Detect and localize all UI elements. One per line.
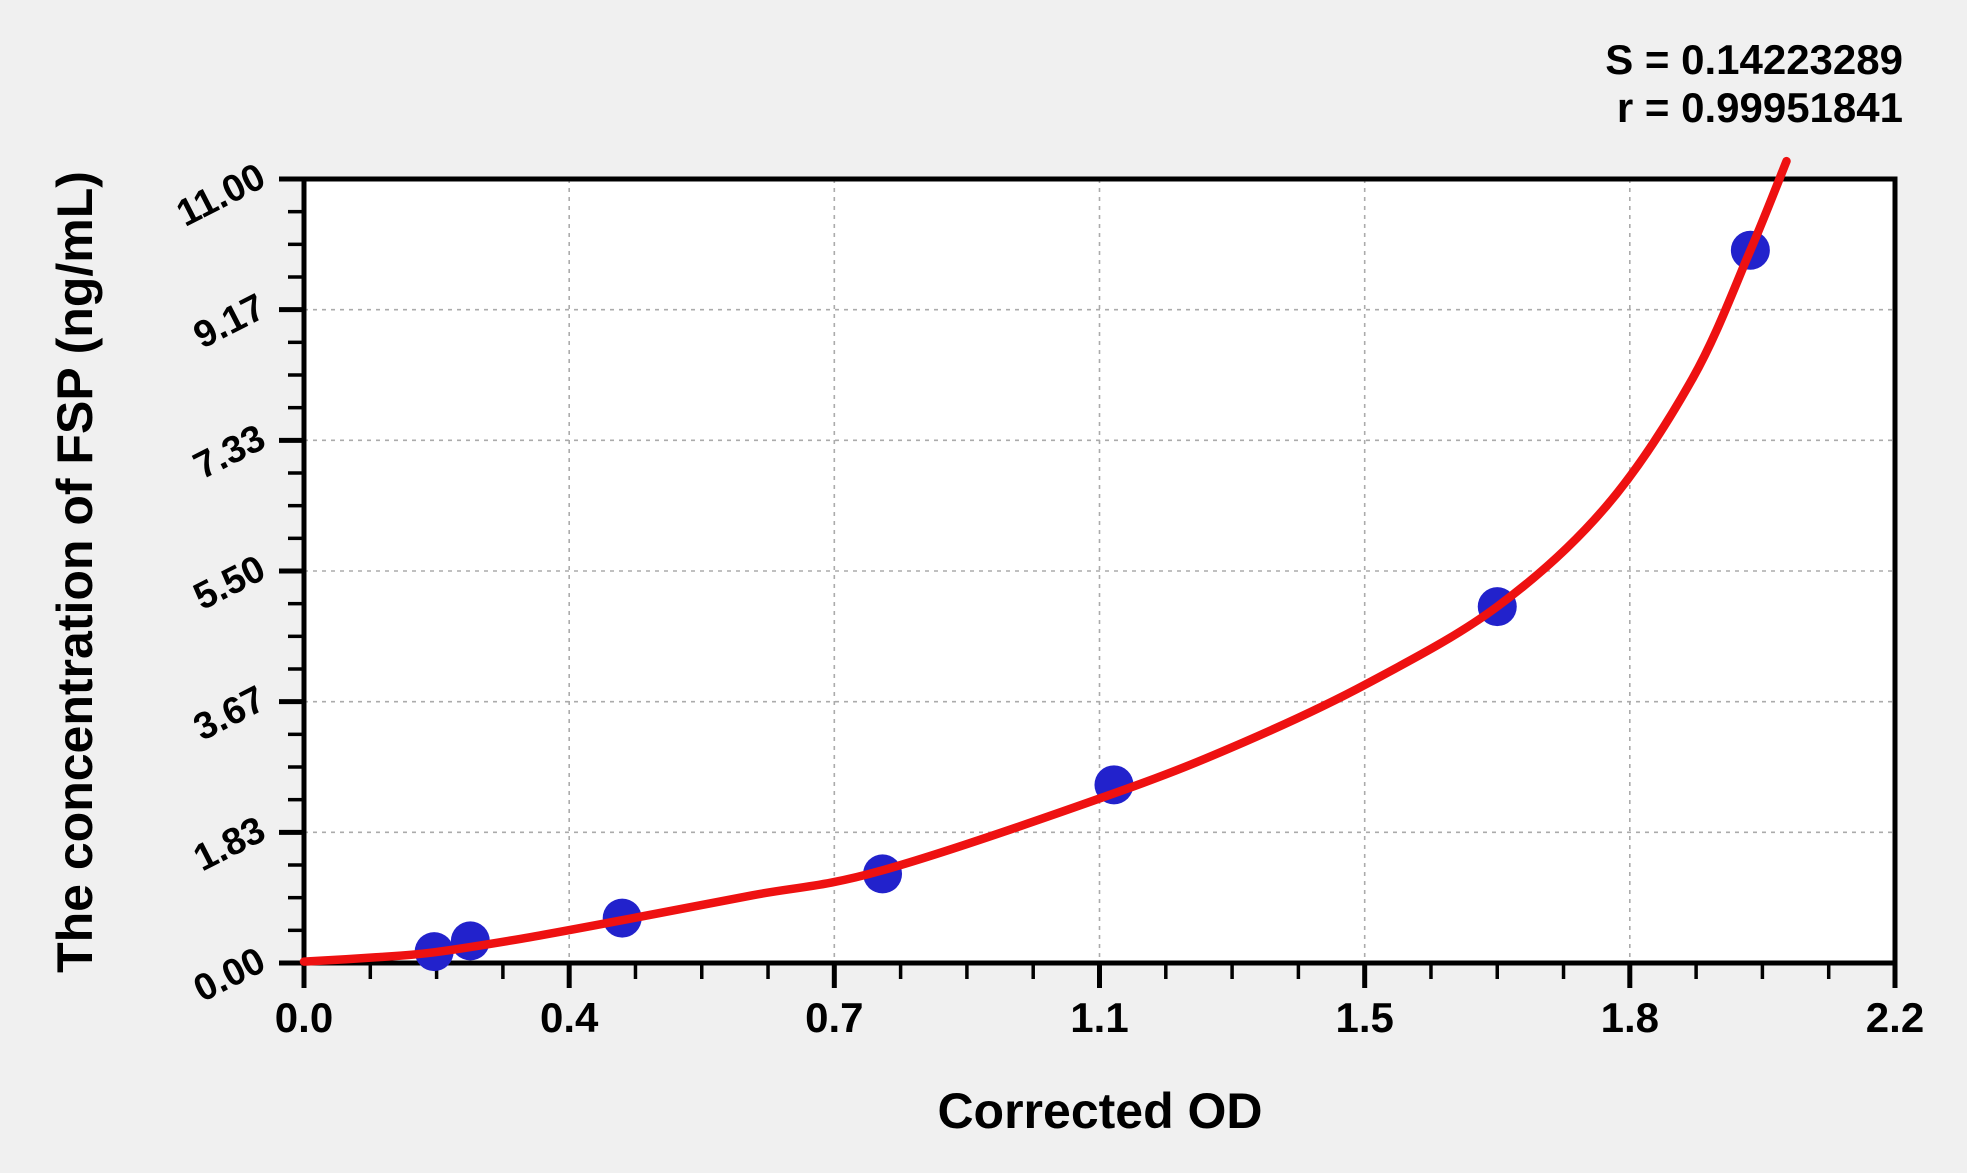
y-tick-label: 11.00 [170,156,272,236]
annotation-s-value: S = 0.14223289 [1605,36,1903,83]
gridlines [304,179,1895,963]
x-axis-title: Corrected OD [937,1083,1262,1139]
x-tick-label: 0.7 [805,994,863,1041]
annotation-r-value: r = 0.99951841 [1617,84,1903,131]
y-tick-label: 5.50 [187,548,272,619]
y-tick-label: 1.83 [187,809,272,880]
x-tick-label: 0.4 [540,994,599,1041]
y-tick-label: 9.17 [187,286,272,357]
y-tick-label: 0.00 [187,940,272,1011]
fitted-curve-line [299,156,1791,966]
x-tick-label: 2.2 [1866,994,1924,1041]
x-tick-label: 1.8 [1601,994,1659,1041]
y-axis-title: The concentration of FSP (ng/mL) [47,171,103,973]
y-tick-label: 7.33 [187,417,272,488]
x-tick-label: 0.0 [275,994,333,1041]
plot-border [301,176,1898,966]
x-tick-label: 1.5 [1335,994,1393,1041]
y-tick-label: 3.67 [187,678,272,749]
x-tick-label: 1.1 [1070,994,1128,1041]
axis-ticks [279,176,1898,988]
